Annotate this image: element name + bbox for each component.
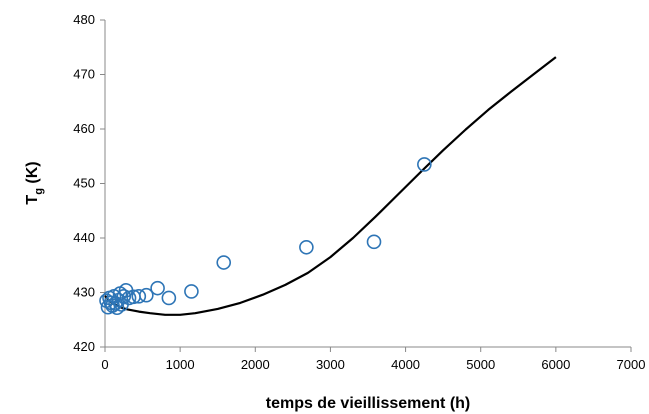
x-tick-label: 5000 bbox=[466, 357, 495, 372]
data-point bbox=[109, 300, 125, 316]
data-point bbox=[184, 284, 199, 299]
data-point bbox=[417, 157, 432, 172]
x-tick-label: 2000 bbox=[241, 357, 270, 372]
axes bbox=[104, 20, 631, 348]
y-axis-title-subscript: g bbox=[33, 188, 45, 195]
x-axis-title: temps de vieillissement (h) bbox=[266, 395, 471, 412]
y-axis-title-unit: (K) bbox=[24, 161, 41, 188]
y-tick-label: 460 bbox=[73, 121, 95, 136]
y-ticks: 420 430 440 450 460 470 480 bbox=[73, 12, 105, 354]
data-point bbox=[161, 290, 177, 306]
x-tick-label: 4000 bbox=[391, 357, 420, 372]
y-tick-label: 450 bbox=[73, 176, 95, 191]
x-ticks: 0 1000 2000 3000 4000 5000 6000 7000 bbox=[101, 347, 645, 372]
y-tick-label: 480 bbox=[73, 12, 95, 27]
y-tick-label: 470 bbox=[73, 67, 95, 82]
data-points bbox=[99, 157, 432, 316]
data-point bbox=[139, 287, 154, 303]
x-tick-label: 7000 bbox=[617, 357, 646, 372]
x-tick-label: 1000 bbox=[166, 357, 195, 372]
data-point bbox=[299, 239, 314, 255]
x-tick-label: 3000 bbox=[316, 357, 345, 372]
y-axis-title-main: T bbox=[24, 195, 41, 205]
y-tick-label: 430 bbox=[73, 285, 95, 300]
data-point bbox=[216, 255, 232, 270]
x-tick-label: 0 bbox=[101, 357, 108, 372]
data-point bbox=[150, 280, 165, 296]
model-curve bbox=[104, 56, 557, 316]
data-point bbox=[131, 289, 147, 304]
y-tick-label: 440 bbox=[73, 230, 95, 245]
y-axis-title: Tg (K) bbox=[24, 161, 45, 204]
x-tick-label: 6000 bbox=[541, 357, 570, 372]
data-point bbox=[366, 234, 382, 250]
model-curve-path bbox=[104, 56, 557, 316]
y-tick-label: 420 bbox=[73, 339, 95, 354]
